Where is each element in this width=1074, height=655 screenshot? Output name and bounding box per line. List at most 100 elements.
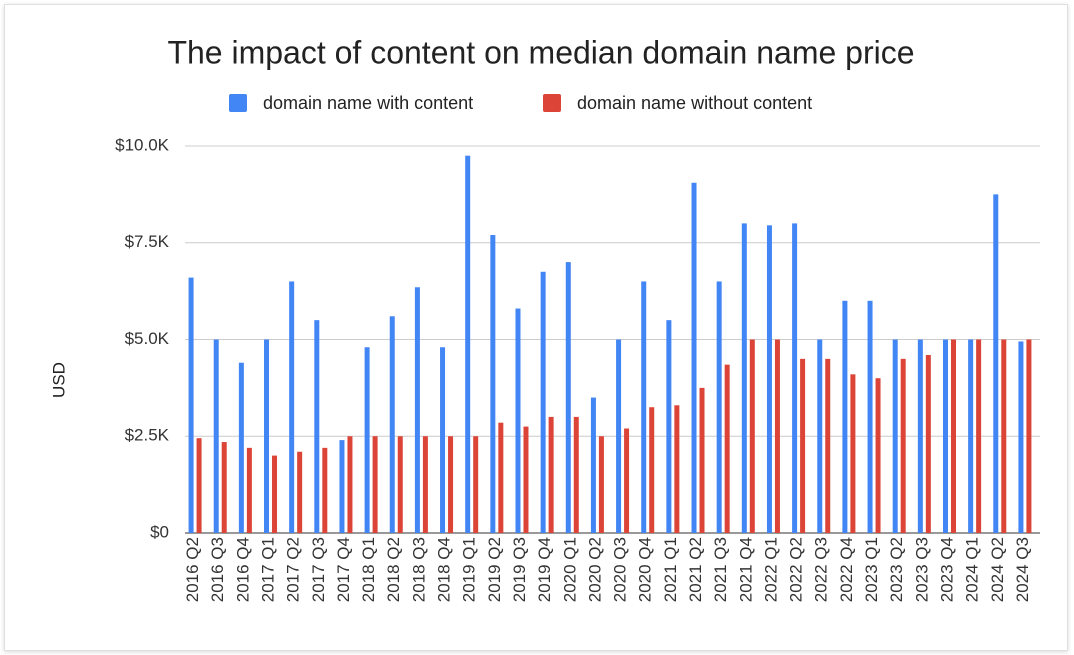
x-tick-label: 2020 Q1 [560,537,579,602]
x-tick-label: 2022 Q3 [812,537,831,602]
bar [724,364,730,533]
x-tick-label: 2021 Q3 [711,537,730,602]
bar [490,235,496,533]
bar [188,277,194,533]
bar [641,281,647,533]
bar [448,436,454,533]
bar [942,339,948,533]
x-tick-label: 2018 Q3 [409,537,428,602]
bar [925,354,931,533]
y-tick-label: $5.0K [125,329,170,348]
bar [850,374,856,533]
y-axis-label: USD [49,362,68,398]
bar [498,422,504,533]
y-tick-label: $0 [150,522,169,541]
bar [272,455,278,533]
x-tick-label: 2023 Q4 [937,537,956,602]
x-tick-label: 2024 Q1 [963,537,982,602]
x-tick-label: 2019 Q4 [535,537,554,602]
x-tick-label: 2019 Q1 [460,537,479,602]
chart-title: The impact of content on median domain n… [167,34,914,70]
bar [246,447,252,533]
bar [565,262,571,533]
bar [842,300,848,533]
x-tick-label: 2024 Q2 [988,537,1007,602]
bar [196,438,202,533]
bar [414,287,420,533]
bar [347,436,353,533]
x-tick-label: 2018 Q2 [384,537,403,602]
bar [213,339,219,533]
bar [800,358,806,533]
bar [523,426,529,533]
x-tick-label: 2022 Q4 [837,537,856,602]
bar [322,447,328,533]
bar [590,397,596,533]
bar [397,436,403,533]
bar [774,339,780,533]
bar [297,451,303,533]
bar [867,300,873,533]
bar [573,416,579,533]
legend-swatch [543,94,561,112]
bar [792,223,798,533]
bar [741,223,747,533]
bar [364,347,370,533]
y-tick-label: $7.5K [125,232,170,251]
bar [892,339,898,533]
bar [691,182,697,533]
x-tick-label: 2017 Q3 [309,537,328,602]
bar [339,440,345,533]
legend-label: domain name without content [577,93,812,113]
bar [264,339,270,533]
bar [616,339,622,533]
y-tick-label: $10.0K [115,135,170,154]
bar [515,308,521,533]
x-tick-label: 2016 Q4 [233,537,252,602]
x-tick-label: 2023 Q3 [912,537,931,602]
bar [598,436,604,533]
bar [540,271,546,533]
bar [976,339,982,533]
bar [968,339,974,533]
x-tick-label: 2017 Q2 [284,537,303,602]
x-tick-label: 2022 Q2 [787,537,806,602]
bar [817,339,823,533]
x-tick-label: 2021 Q1 [661,537,680,602]
x-tick-label: 2017 Q1 [258,537,277,602]
bar [716,281,722,533]
bar [1026,339,1032,533]
bar [372,436,378,533]
bar [289,281,295,533]
bar [917,339,923,533]
x-tick-label: 2020 Q3 [611,537,630,602]
bar [900,358,906,533]
bar [993,194,999,533]
bar [1001,339,1007,533]
bar [766,225,772,533]
bar [1018,341,1024,533]
bar [875,378,881,533]
bar [314,320,320,533]
x-tick-label: 2021 Q2 [686,537,705,602]
bar [666,320,672,533]
x-tick-label: 2020 Q4 [636,537,655,602]
bar [950,339,956,533]
bar [674,405,680,533]
x-tick-label: 2019 Q3 [510,537,529,602]
bar [548,416,554,533]
bar [238,362,244,533]
bar [749,339,755,533]
x-tick-label: 2016 Q3 [208,537,227,602]
x-tick-label: 2024 Q3 [1013,537,1032,602]
bar [624,428,630,533]
legend-swatch [229,94,247,112]
bar [440,347,446,533]
x-tick-label: 2016 Q2 [183,537,202,602]
bar [699,387,705,533]
x-tick-label: 2018 Q1 [359,537,378,602]
bar [422,436,428,533]
x-tick-label: 2023 Q1 [862,537,881,602]
card [4,4,1068,651]
bar [465,155,471,534]
